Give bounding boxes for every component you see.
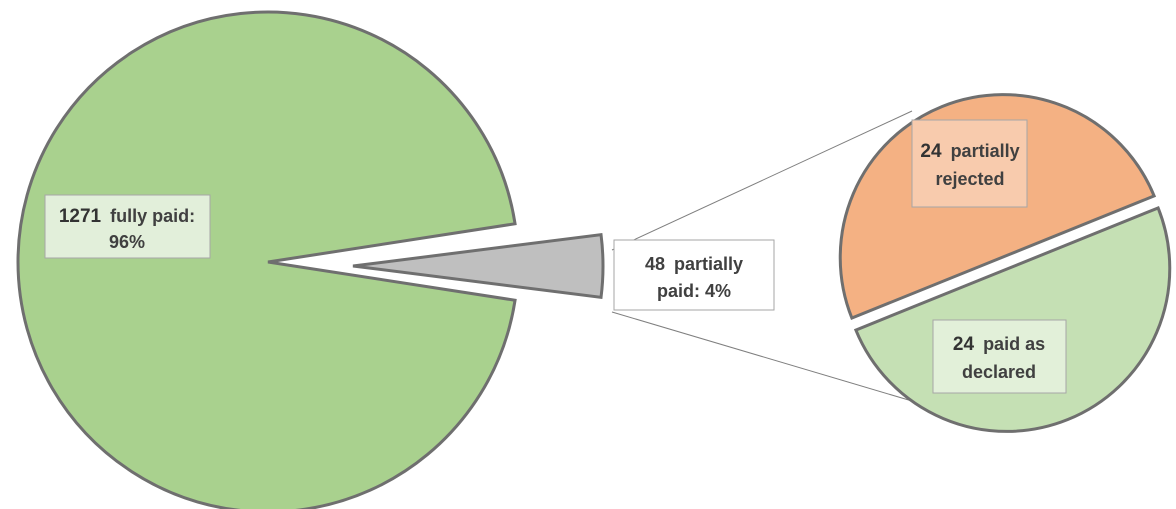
partially-paid-label: partially	[674, 254, 743, 274]
svg-text:24 partially: 24 partially	[920, 141, 1019, 162]
partially-paid-percent: paid: 4%	[657, 281, 731, 301]
partially-rejected-label: partially	[951, 141, 1020, 161]
partially-rejected-count: 24	[920, 141, 942, 162]
svg-text:24 paid as: 24 paid as	[953, 334, 1045, 355]
data-label-partially-rejected: 24 partially rejected	[911, 119, 1028, 208]
fully-paid-label: fully paid:	[110, 206, 195, 226]
fully-paid-percent: 96%	[109, 232, 145, 252]
partially-paid-count: 48	[645, 254, 665, 274]
connector-line-top	[611, 110, 913, 251]
paid-as-declared-count: 24	[953, 334, 975, 355]
data-label-partially-paid: 48 partially paid: 4%	[613, 239, 775, 311]
paid-as-declared-label-2: declared	[962, 362, 1036, 382]
pie-slice-fully-paid	[16, 10, 517, 509]
fully-paid-count: 1271	[59, 206, 102, 227]
connector-line-bottom	[611, 311, 913, 402]
svg-text:48 partially: 48 partially	[645, 254, 743, 274]
partially-rejected-label-2: rejected	[935, 169, 1004, 189]
pie-slice-partially-paid	[352, 232, 605, 300]
data-label-paid-as-declared: 24 paid as declared	[932, 319, 1067, 394]
data-label-fully-paid: 1271 fully paid: 96%	[44, 194, 211, 259]
paid-as-declared-label: paid as	[983, 334, 1045, 354]
svg-text:1271 fully paid:: 1271 fully paid:	[59, 206, 195, 227]
